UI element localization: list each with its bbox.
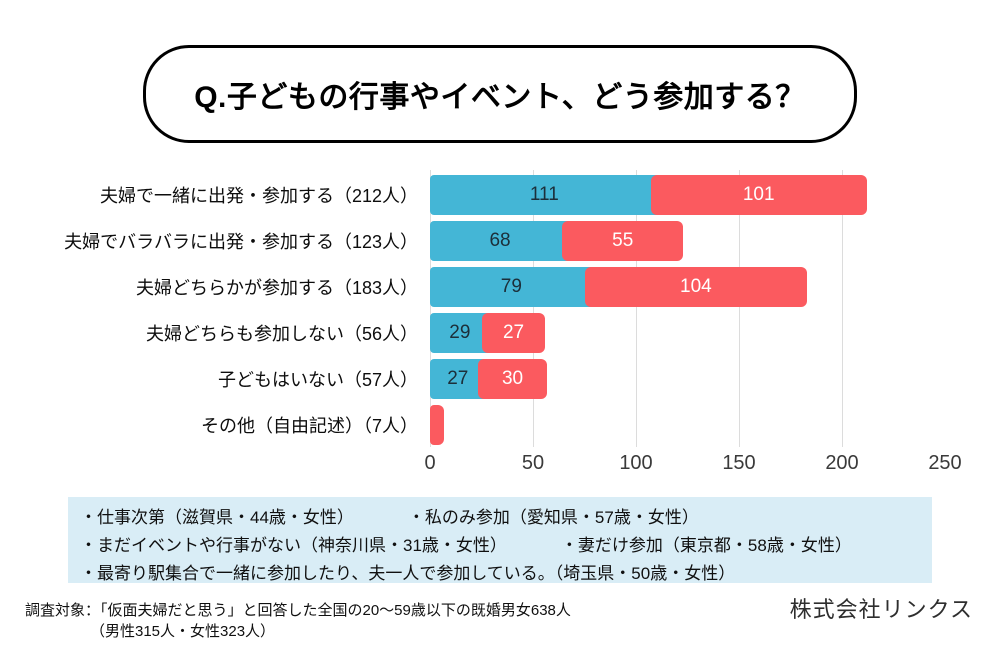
gridline: [636, 170, 637, 447]
bar-value-label: 79: [500, 276, 522, 297]
gridline: [430, 170, 431, 447]
quote-item: ・仕事次第（滋賀県・44歳・女性）: [80, 508, 354, 527]
x-axis-tick-label: 50: [521, 452, 545, 474]
quote-item: ・妻だけ参加（東京都・58歳・女性）: [560, 536, 852, 555]
x-axis-tick-label: 0: [424, 452, 436, 474]
gridline: [842, 170, 843, 447]
quote-item: ・まだイベントや行事がない（神奈川県・31歳・女性）: [80, 536, 507, 555]
bar-segment-blue: 29: [430, 313, 490, 353]
bar-value-label: 27: [502, 322, 525, 343]
x-axis-tick-label: 200: [825, 452, 859, 474]
category-label: 子どもはいない（57人）: [217, 370, 418, 390]
quote-row: ・仕事次第（滋賀県・44歳・女性） ・私のみ参加（愛知県・57歳・女性）: [80, 504, 920, 532]
category-label: 夫婦で一緒に出発・参加する（212人）: [99, 186, 418, 206]
quote-row: ・最寄り駅集合で一緒に参加したり、夫一人で参加している。（埼玉県・50歳・女性）: [80, 560, 920, 588]
quotes-box: ・仕事次第（滋賀県・44歳・女性） ・私のみ参加（愛知県・57歳・女性） ・まだイベ…: [68, 497, 932, 583]
bar-segment-red: 30: [477, 359, 548, 399]
gridline: [533, 170, 534, 447]
bar-segment-red: [430, 405, 445, 445]
gridline: [739, 170, 740, 447]
category-label: その他（自由記述）（7人）: [200, 416, 418, 436]
bar-segment-red: 55: [562, 221, 684, 261]
x-axis-tick-label: 250: [928, 452, 962, 474]
bar-segment-red: 104: [584, 267, 807, 307]
category-label: 夫婦どちらかが参加する（183人）: [135, 278, 418, 298]
bar-segment-blue: 111: [430, 175, 659, 215]
survey-note-line2: （男性315人・女性323人）: [90, 623, 276, 640]
bar-segment-blue: 68: [430, 221, 571, 261]
bar-value-label: 30: [501, 368, 524, 389]
bar-segment-blue: 79: [430, 267, 593, 307]
survey-note-line1: 調査対象：「仮面夫婦だと思う」と回答した全国の20〜59歳以下の既婚男女638人: [25, 602, 571, 619]
bar-segment-blue: 27: [430, 359, 486, 399]
bar-value-label: 104: [680, 276, 712, 297]
bar-value-label: 29: [449, 322, 471, 343]
bar-segment-red: 27: [481, 313, 546, 353]
bar-value-label: 111: [529, 184, 559, 205]
quote-item: ・最寄り駅集合で一緒に参加したり、夫一人で参加している。（埼玉県・50歳・女性）: [80, 564, 736, 583]
category-label: 夫婦でバラバラに出発・参加する（123人）: [64, 232, 418, 252]
company-name: 株式会社リンクス: [789, 597, 973, 622]
category-label: 夫婦どちらも参加しない（56人）: [145, 324, 418, 344]
bar-value-label: 27: [447, 368, 469, 389]
bar-segment-red: 101: [650, 175, 867, 215]
quote-item: ・私のみ参加（愛知県・57歳・女性）: [407, 508, 699, 527]
bar-value-label: 55: [612, 230, 634, 251]
question-title-box: Q.子どもの行事やイベント、どう参加する？: [143, 45, 857, 143]
x-axis-tick-label: 150: [722, 452, 756, 474]
bar-value-label: 68: [489, 230, 511, 251]
bar-value-label: 101: [742, 184, 775, 205]
quote-row: ・まだイベントや行事がない（神奈川県・31歳・女性） ・妻だけ参加（東京都・58歳…: [80, 532, 920, 560]
question-title: Q.子どもの行事やイベント、どう参加する？: [194, 81, 806, 114]
x-axis-tick-label: 100: [619, 452, 653, 474]
